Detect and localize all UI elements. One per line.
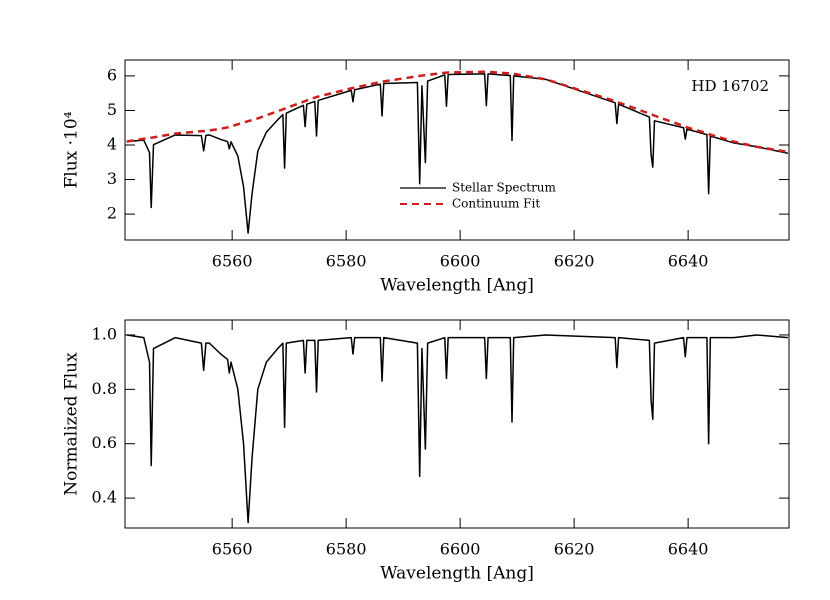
x-axis-label: Wavelength [Ang] — [380, 564, 534, 584]
y-axis-label: Normalized Flux — [62, 352, 82, 496]
legend-label: Stellar Spectrum — [452, 181, 557, 195]
annotation: HD 16702 — [691, 77, 769, 95]
x-tick-label: 6560 — [212, 252, 253, 271]
data-line — [126, 70, 789, 154]
y-tick-label: 6 — [107, 65, 117, 84]
x-axis-label: Wavelength [Ang] — [380, 276, 534, 296]
y-tick-label: 1.0 — [92, 324, 117, 343]
x-tick-label: 6600 — [440, 540, 481, 559]
y-tick-label: 0.8 — [92, 379, 117, 398]
data-line — [126, 73, 789, 234]
y-tick-label: 0.6 — [92, 433, 117, 452]
data-line — [126, 334, 788, 524]
x-tick-label: 6580 — [326, 252, 367, 271]
x-tick-label: 6640 — [668, 540, 709, 559]
y-tick-label: 4 — [107, 134, 117, 153]
x-tick-label: 6640 — [668, 252, 709, 271]
x-tick-label: 6560 — [212, 540, 253, 559]
x-tick-label: 6620 — [554, 540, 595, 559]
legend-label: Continuum Fit — [452, 197, 540, 211]
x-tick-label: 6620 — [554, 252, 595, 271]
y-axis-label: Flux ·10⁴ — [62, 111, 82, 188]
x-tick-label: 6580 — [326, 540, 367, 559]
y-tick-label: 3 — [107, 169, 117, 188]
plot-frame — [124, 59, 790, 241]
y-tick-label: 5 — [107, 100, 117, 119]
y-tick-label: 0.4 — [92, 488, 117, 507]
y-tick-label: 2 — [107, 204, 117, 223]
plot-frame — [124, 319, 790, 529]
x-tick-label: 6600 — [440, 252, 481, 271]
